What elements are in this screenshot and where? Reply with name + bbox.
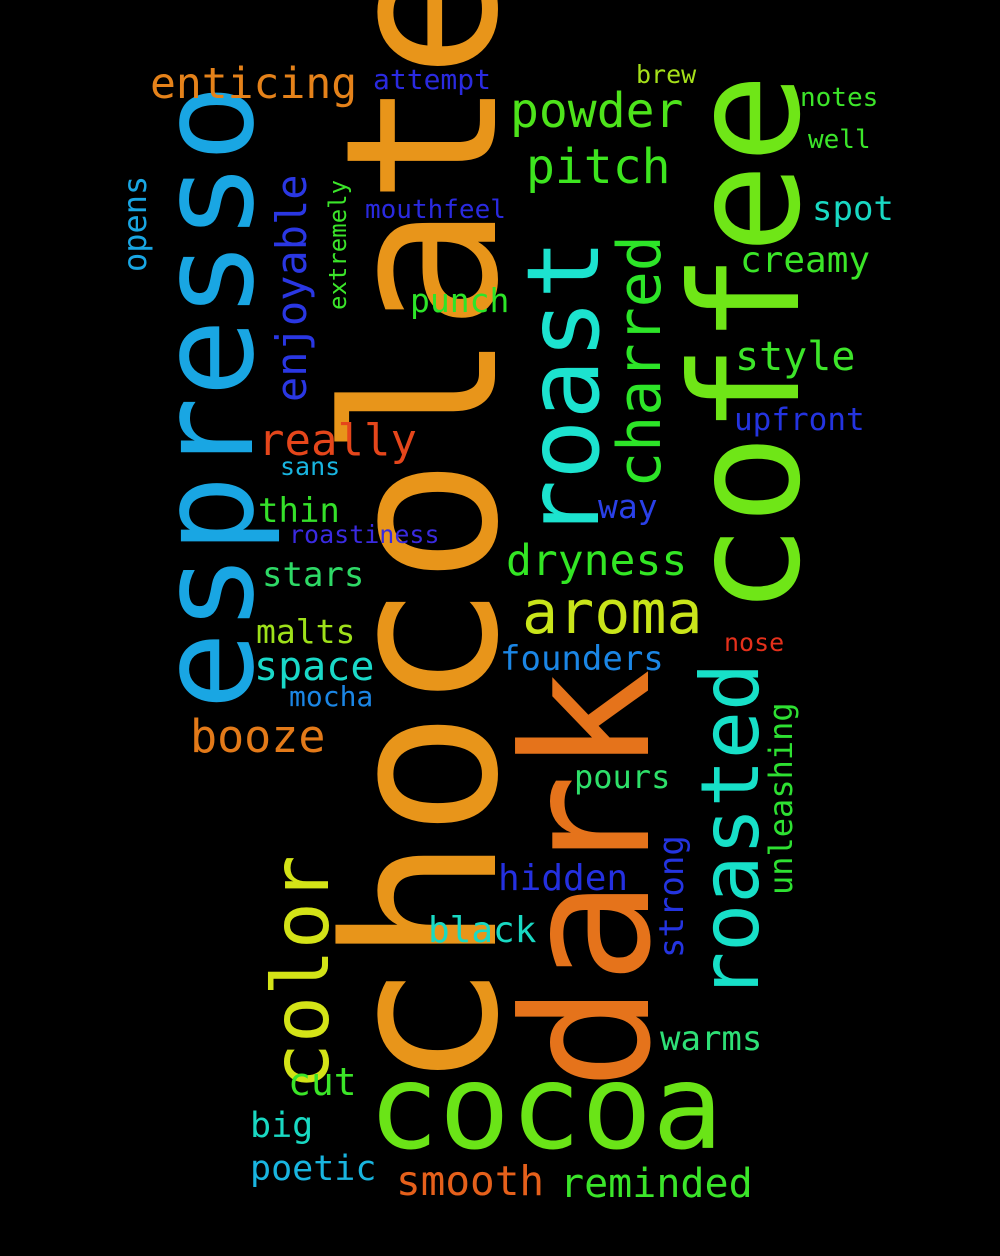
word-color: color <box>257 855 347 1090</box>
word-strong: strong <box>652 835 692 958</box>
word-founders: founders <box>500 639 664 679</box>
word-dark: dark <box>487 669 690 1090</box>
word-sans: sans <box>280 452 340 481</box>
word-enticing: enticing <box>150 59 357 109</box>
word-big: big <box>250 1106 313 1146</box>
word-style: style <box>735 334 855 380</box>
word-smooth: smooth <box>396 1157 544 1205</box>
word-creamy: creamy <box>740 240 870 281</box>
word-black: black <box>428 910 537 951</box>
word-hidden: hidden <box>498 858 628 899</box>
word-chocolate: chocolate <box>300 0 545 1090</box>
word-thin: thin <box>258 491 340 531</box>
word-notes: notes <box>800 83 878 113</box>
word-powder: powder <box>510 83 683 139</box>
word-stars: stars <box>262 555 364 595</box>
word-booze: booze <box>190 710 325 763</box>
word-upfront: upfront <box>734 402 865 438</box>
word-roast: roast <box>505 239 622 540</box>
word-malts: malts <box>256 612 355 651</box>
word-cut: cut <box>288 1060 357 1104</box>
word-roasted: roasted <box>684 663 777 1000</box>
word-really: really <box>258 415 417 466</box>
word-poetic: poetic <box>250 1149 376 1189</box>
word-attempt: attempt <box>373 63 491 96</box>
word-space: space <box>254 644 374 690</box>
word-brew: brew <box>636 60 697 89</box>
word-extremely: extremely <box>324 180 352 310</box>
word-warms: warms <box>660 1019 762 1059</box>
word-dryness: dryness <box>506 536 687 586</box>
word-charred: charred <box>605 235 675 488</box>
word-mouthfeel: mouthfeel <box>365 195 506 225</box>
word-espresso: espresso <box>131 84 283 710</box>
word-coffee: coffee <box>660 73 834 615</box>
word-opens: opens <box>116 176 154 272</box>
word-well: well <box>808 125 871 155</box>
word-reminded: reminded <box>560 1161 753 1207</box>
word-pitch: pitch <box>526 139 671 195</box>
word-punch: punch <box>410 281 509 320</box>
word-mocha: mocha <box>289 680 373 713</box>
word-unleashing: unleashing <box>762 702 800 895</box>
word-aroma: aroma <box>522 578 703 648</box>
word-nose: nose <box>724 628 784 657</box>
word-roastiness: roastiness <box>289 520 440 549</box>
word-way: way <box>598 487 658 526</box>
word-enjoyable: enjoyable <box>267 174 316 402</box>
word-spot: spot <box>812 189 894 229</box>
word-pours: pours <box>574 758 670 796</box>
word-cocoa: cocoa <box>368 1038 723 1176</box>
